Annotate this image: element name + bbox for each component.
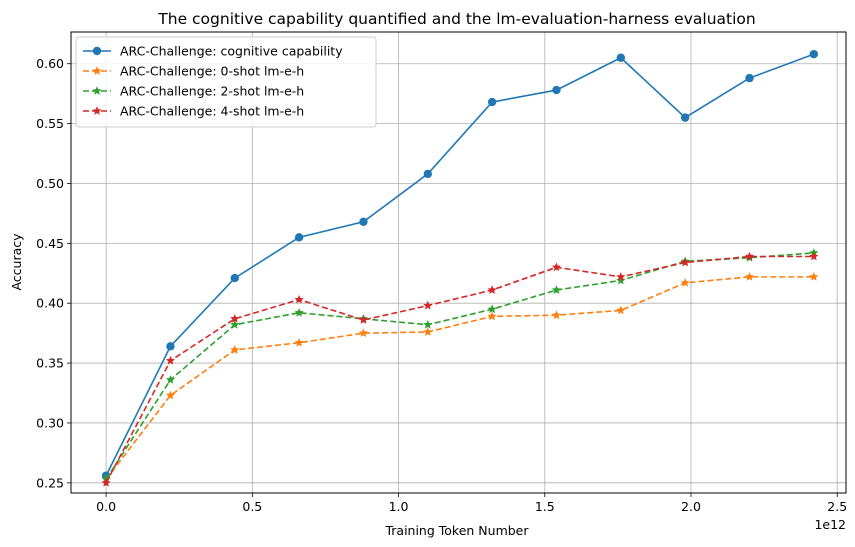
legend-label: ARC-Challenge: cognitive capability [120, 44, 343, 59]
legend-marker [92, 86, 102, 95]
x-axis-offset-label: 1e12 [814, 517, 846, 532]
data-point [294, 307, 304, 317]
data-point [358, 328, 369, 338]
data-point [423, 327, 433, 336]
plot-frame [70, 31, 847, 494]
data-point [745, 73, 754, 83]
legend-item: ARC-Challenge: 4-shot lm-e-h [83, 104, 304, 119]
chart-title: The cognitive capability quantified and … [157, 10, 755, 28]
data-point [165, 355, 175, 365]
x-tick-label: 2.0 [681, 499, 701, 514]
data-point [616, 305, 626, 315]
y-tick-label: 0.45 [36, 236, 64, 251]
series-1 [101, 49, 819, 480]
data-point [230, 273, 239, 283]
series-2 [101, 272, 819, 484]
data-point [809, 251, 819, 261]
data-point [551, 285, 562, 294]
x-tick-label: 1.0 [389, 499, 409, 514]
data-point [165, 375, 175, 384]
legend-marker [92, 106, 102, 115]
y-tick-label: 0.30 [36, 415, 64, 430]
data-point [487, 97, 497, 107]
legend-item: ARC-Challenge: 2-shot lm-e-h [83, 84, 304, 99]
series-4 [101, 251, 819, 487]
data-point [487, 304, 497, 314]
x-tick-label: 1.5 [535, 499, 555, 514]
legend-marker [92, 66, 102, 75]
legend-label: ARC-Challenge: 2-shot lm-e-h [120, 84, 304, 99]
data-point [680, 113, 690, 122]
data-point [616, 275, 626, 285]
x-tick-label: 0.0 [96, 499, 116, 514]
y-tick-label: 0.40 [36, 296, 64, 311]
data-point [294, 233, 304, 242]
data-point [230, 313, 240, 323]
data-point [230, 319, 240, 329]
data-point [680, 257, 690, 267]
grid [71, 32, 846, 493]
y-axis-label: Accuracy [9, 233, 24, 291]
data-point [680, 278, 690, 287]
data-point [552, 85, 561, 95]
legend-box [75, 36, 377, 128]
data-point [423, 319, 433, 329]
data-point [487, 311, 497, 321]
data-point [616, 272, 626, 281]
data-point [616, 53, 626, 62]
data-point [166, 342, 175, 351]
x-tick-label: 0.5 [242, 499, 262, 514]
series-line [105, 276, 814, 480]
data-point [294, 294, 304, 304]
legend-item: ARC-Challenge: cognitive capability [83, 44, 343, 59]
data-point [423, 169, 432, 179]
legend-label: ARC-Challenge: 0-shot lm-e-h [120, 64, 304, 79]
x-axis-label: Training Token Number [384, 523, 529, 538]
series-3 [101, 248, 819, 484]
y-tick-label: 0.60 [36, 56, 64, 71]
data-point [551, 262, 562, 272]
data-point [359, 217, 368, 226]
x-tick-label: 2.5 [827, 499, 847, 514]
legend-label: ARC-Challenge: 4-shot lm-e-h [120, 104, 304, 119]
series-line [105, 255, 814, 484]
y-tick-label: 0.50 [36, 176, 64, 191]
data-point [358, 315, 369, 324]
data-point [487, 285, 497, 294]
data-point [423, 300, 433, 310]
series-line [105, 53, 815, 476]
legend-marker [92, 46, 102, 56]
y-tick-label: 0.35 [36, 356, 64, 371]
data-point [230, 345, 240, 354]
y-tick-label: 0.25 [36, 475, 64, 490]
legend: ARC-Challenge: cognitive capability ARC-C… [75, 36, 377, 128]
data-point [809, 49, 819, 59]
data-point [744, 251, 755, 261]
data-point [165, 390, 175, 400]
data-point [551, 310, 562, 320]
data-point [809, 272, 819, 281]
axis-ticks: 0.0 0.5 1.0 1.5 2.0 2.5 0.25 0.30 0.35 0.40 0.45 0.… [36, 56, 847, 514]
series-layer [101, 49, 819, 487]
data-point [294, 337, 304, 347]
data-point [101, 478, 111, 487]
y-tick-label: 0.55 [36, 116, 64, 131]
data-point [744, 272, 755, 281]
legend-item: ARC-Challenge: 0-shot lm-e-h [83, 64, 304, 79]
